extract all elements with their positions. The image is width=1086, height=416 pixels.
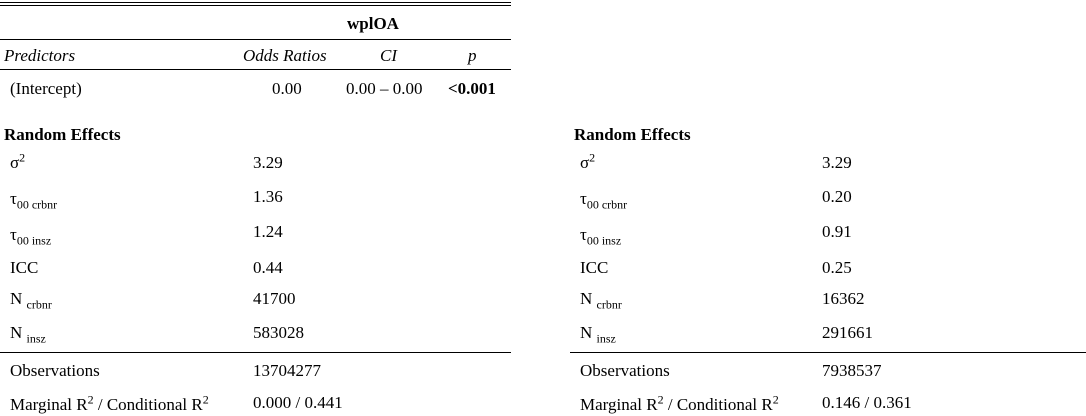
tau00-insz-value: 0.91 [822, 222, 852, 241]
r2-label: Marginal R2 / Conditional R2 [10, 392, 209, 414]
tau00-insz-label: τ00 insz [10, 225, 52, 248]
r2-value: 0.000 / 0.441 [253, 393, 343, 412]
r2-value: 0.146 / 0.361 [822, 393, 912, 412]
sigma2-label: σ2 [10, 150, 26, 172]
observations-divider [570, 352, 1086, 353]
icc-label: ICC [580, 258, 609, 277]
observations-divider [0, 352, 511, 353]
sigma2-value: 3.29 [253, 153, 283, 172]
tau00-crbnr-label: τ00 crbnr [10, 189, 58, 212]
n-crbnr-label: N crbnr [10, 289, 52, 312]
intercept-p-value: <0.001 [448, 79, 496, 98]
n-crbnr-label: N crbnr [580, 289, 622, 312]
n-insz-label: N insz [580, 323, 616, 346]
tau00-crbnr-value: 1.36 [253, 187, 283, 206]
top-double-rule-lower [0, 5, 511, 6]
sigma2-label: σ2 [580, 150, 596, 172]
n-insz-value: 583028 [253, 323, 304, 342]
intercept-ci: 0.00 – 0.00 [346, 79, 423, 98]
observations-label: Observations [580, 361, 670, 380]
col-header-p: p [468, 46, 477, 65]
r2-label: Marginal R2 / Conditional R2 [580, 392, 779, 414]
n-insz-label: N insz [10, 323, 46, 346]
col-header-predictors: Predictors [4, 46, 76, 65]
tau00-crbnr-label: τ00 crbnr [580, 189, 628, 212]
tau00-insz-value: 1.24 [253, 222, 283, 241]
col-header-ci: CI [380, 46, 397, 65]
col-header-odds-ratios: Odds Ratios [243, 46, 327, 65]
tau00-crbnr-value: 0.20 [822, 187, 852, 206]
observations-label: Observations [10, 361, 100, 380]
n-crbnr-value: 16362 [822, 289, 865, 308]
sigma2-value: 3.29 [822, 153, 852, 172]
icc-label: ICC [10, 258, 39, 277]
n-insz-value: 291661 [822, 323, 873, 342]
observations-value: 13704277 [253, 361, 321, 380]
column-header-divider [0, 69, 511, 70]
icc-value: 0.25 [822, 258, 852, 277]
observations-value: 7938537 [822, 361, 882, 380]
header-divider [0, 39, 511, 40]
dependent-variable-header: wplOA [347, 14, 399, 33]
tau00-insz-label: τ00 insz [580, 225, 622, 248]
intercept-odds-ratio: 0.00 [272, 79, 302, 98]
top-double-rule-upper [0, 2, 511, 3]
n-crbnr-value: 41700 [253, 289, 296, 308]
random-effects-title: Random Effects [4, 125, 121, 144]
intercept-label: (Intercept) [10, 79, 82, 98]
random-effects-title: Random Effects [574, 125, 691, 144]
icc-value: 0.44 [253, 258, 283, 277]
